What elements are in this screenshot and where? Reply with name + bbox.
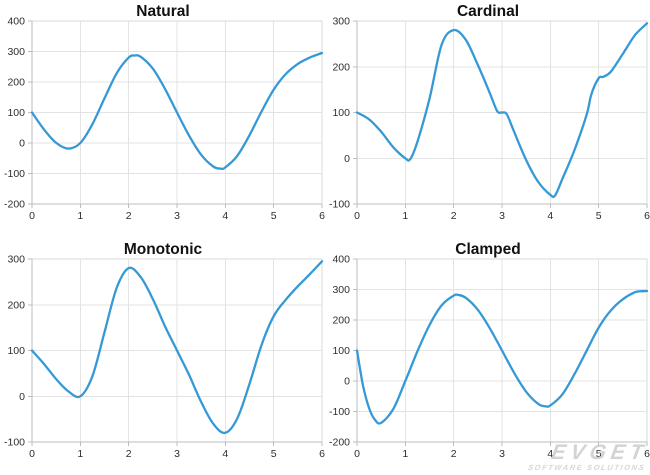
spline-curve-cardinal xyxy=(355,22,649,199)
x-tick-label: 2 xyxy=(126,448,132,460)
y-tick-label: 200 xyxy=(332,315,350,327)
y-tick-label: 400 xyxy=(7,16,25,28)
chart-panel-natural: 400 300 200 100 0 -100 -200 0 1 2 3 4 5 6 Natural xyxy=(0,0,325,237)
x-tick-label: 2 xyxy=(451,210,457,222)
y-tick-label: 100 xyxy=(7,107,25,119)
x-tick-label: 0 xyxy=(354,210,360,222)
chart-panel-monotonic: 300 200 100 0 -100 0 1 2 3 4 5 6 Monotonic xyxy=(0,238,325,475)
chart-panel-clamped: 400 300 200 100 0 -100 -200 0 1 2 3 4 5 6 Clamped xyxy=(325,238,650,475)
y-tick-label: 300 xyxy=(332,16,350,28)
y-tick-label: 100 xyxy=(332,345,350,357)
x-tick-label: 3 xyxy=(499,448,505,460)
x-tick-label: 6 xyxy=(644,210,650,222)
x-tick-label: 4 xyxy=(222,448,228,460)
y-tick-label: -200 xyxy=(4,199,25,211)
chart-panel-cardinal: 300 200 100 0 -100 0 1 2 3 4 5 6 Cardinal xyxy=(325,0,650,237)
y-tick-label: 0 xyxy=(19,391,25,403)
x-tick-label: 3 xyxy=(174,210,180,222)
y-tick-label: -100 xyxy=(4,437,25,449)
x-tick-label: 4 xyxy=(222,210,228,222)
y-tick-label: -100 xyxy=(329,199,350,211)
x-tick-label: 0 xyxy=(29,448,35,460)
y-tick-label: -100 xyxy=(4,168,25,180)
y-tick-label: 0 xyxy=(19,138,25,150)
x-tick-label: 1 xyxy=(77,210,83,222)
x-tick-label: 3 xyxy=(499,210,505,222)
x-tick-label: 6 xyxy=(319,210,325,222)
spline-curve-clamped xyxy=(355,289,649,425)
x-tick-label: 3 xyxy=(174,448,180,460)
x-tick-label: 4 xyxy=(547,448,553,460)
x-tick-label: 2 xyxy=(126,210,132,222)
x-tick-label: 0 xyxy=(29,210,35,222)
y-tick-label: 200 xyxy=(7,299,25,311)
chart-cardinal: 300 200 100 0 -100 0 1 2 3 4 5 6 Cardinal xyxy=(329,3,650,222)
x-tick-label: 5 xyxy=(271,448,277,460)
y-tick-label: 300 xyxy=(7,254,25,266)
x-tick-label: 5 xyxy=(596,210,602,222)
y-tick-label: 0 xyxy=(344,376,350,388)
chart-title-natural: Natural xyxy=(136,3,189,20)
x-tick-label: 1 xyxy=(402,448,408,460)
y-tick-label: 100 xyxy=(7,345,25,357)
y-tick-label: 300 xyxy=(332,284,350,296)
chart-title-monotonic: Monotonic xyxy=(124,241,203,258)
chart-title-clamped: Clamped xyxy=(455,241,520,258)
y-tick-label: 300 xyxy=(7,46,25,58)
y-tick-label: 200 xyxy=(7,77,25,89)
chart-natural: 400 300 200 100 0 -100 -200 0 1 2 3 4 5 6 Natural xyxy=(4,3,325,222)
chart-title-cardinal: Cardinal xyxy=(457,3,519,20)
chart-clamped: 400 300 200 100 0 -100 -200 0 1 2 3 4 5 6 Clamped xyxy=(329,241,650,460)
x-tick-label: 2 xyxy=(451,448,457,460)
y-tick-label: 100 xyxy=(332,107,350,119)
x-tick-label: 6 xyxy=(319,448,325,460)
y-tick-label: -100 xyxy=(329,406,350,418)
y-tick-label: 400 xyxy=(332,254,350,266)
y-tick-label: 0 xyxy=(344,153,350,165)
x-tick-label: 6 xyxy=(644,448,650,460)
x-tick-label: 4 xyxy=(547,210,553,222)
spline-curve-monotonic xyxy=(30,260,324,435)
spline-curve-natural xyxy=(30,51,324,171)
y-tick-label: 200 xyxy=(332,61,350,73)
x-tick-label: 1 xyxy=(77,448,83,460)
x-tick-label: 5 xyxy=(271,210,277,222)
x-tick-label: 0 xyxy=(354,448,360,460)
chart-monotonic: 300 200 100 0 -100 0 1 2 3 4 5 6 Monotonic xyxy=(4,241,325,460)
x-tick-label: 5 xyxy=(596,448,602,460)
y-tick-label: -200 xyxy=(329,437,350,449)
x-tick-label: 1 xyxy=(402,210,408,222)
